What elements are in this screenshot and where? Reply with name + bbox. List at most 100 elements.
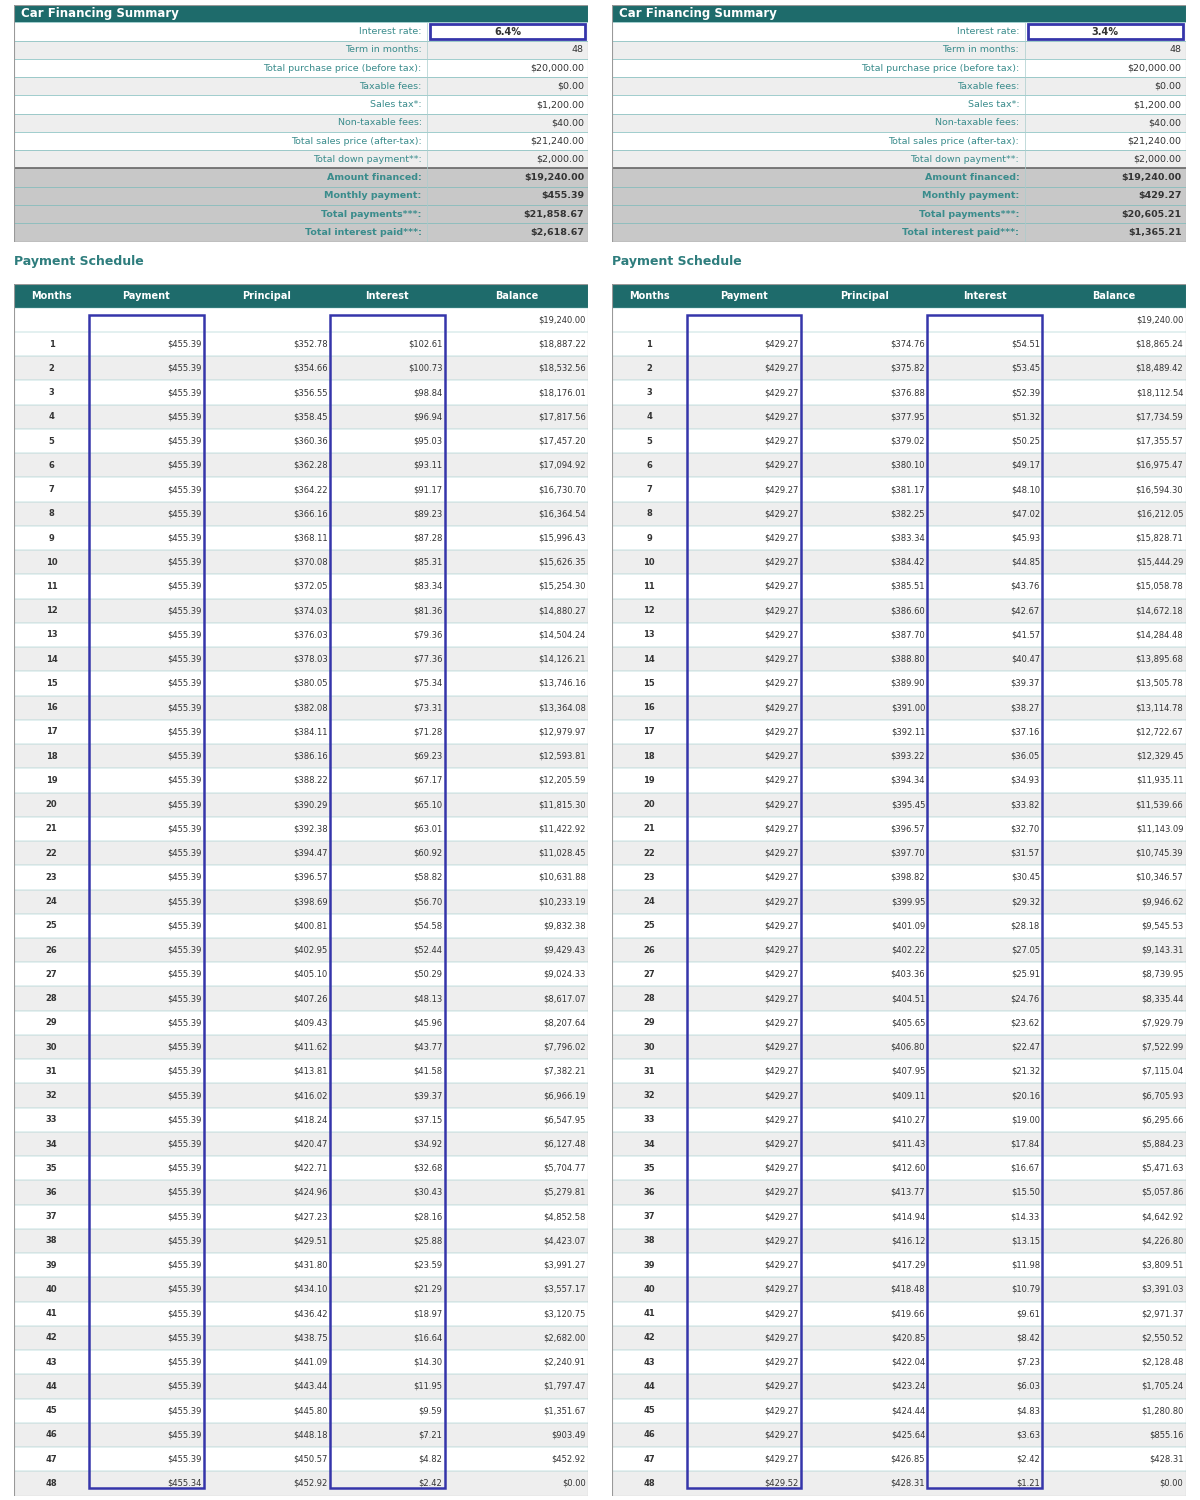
Text: 8: 8	[49, 510, 54, 519]
Bar	[612, 206, 1186, 224]
Text: $4,852.58: $4,852.58	[544, 1212, 586, 1221]
Text: $428.31: $428.31	[890, 1479, 925, 1488]
Text: $429.27: $429.27	[764, 1310, 799, 1318]
Text: $429.27: $429.27	[764, 1455, 799, 1464]
Text: $7,796.02: $7,796.02	[544, 1042, 586, 1052]
Bar	[14, 429, 588, 453]
Bar	[612, 938, 1186, 962]
Text: 24: 24	[46, 897, 58, 906]
Text: $364.22: $364.22	[293, 484, 328, 494]
Text: $41.57: $41.57	[1010, 630, 1040, 639]
Bar	[14, 1302, 588, 1326]
Text: Car Financing Summary: Car Financing Summary	[619, 8, 776, 20]
Text: $77.36: $77.36	[413, 654, 443, 663]
Text: $17,094.92: $17,094.92	[539, 460, 586, 470]
Text: $9,024.33: $9,024.33	[544, 970, 586, 980]
Text: $18.97: $18.97	[413, 1310, 443, 1318]
Text: $455.39: $455.39	[167, 388, 202, 398]
Text: 2: 2	[49, 364, 55, 374]
Text: 32: 32	[46, 1090, 58, 1100]
Text: $429.27: $429.27	[764, 484, 799, 494]
Text: $448.18: $448.18	[293, 1431, 328, 1440]
Bar	[612, 1472, 1186, 1496]
Text: $16,730.70: $16,730.70	[538, 484, 586, 494]
Text: $424.96: $424.96	[293, 1188, 328, 1197]
Text: 14: 14	[643, 654, 655, 663]
Bar	[14, 672, 588, 696]
Text: $455.39: $455.39	[167, 1066, 202, 1076]
Text: $93.11: $93.11	[413, 460, 443, 470]
Text: 46: 46	[643, 1431, 655, 1440]
Bar	[612, 284, 1186, 308]
Text: $429.27: $429.27	[764, 704, 799, 712]
Text: $1,351.67: $1,351.67	[544, 1406, 586, 1414]
Text: $455.39: $455.39	[167, 752, 202, 760]
Bar	[14, 1107, 588, 1132]
Bar	[14, 1059, 588, 1083]
Bar	[612, 792, 1186, 818]
Text: $455.39: $455.39	[167, 1286, 202, 1294]
Text: $15,626.35: $15,626.35	[538, 558, 586, 567]
Text: $16.64: $16.64	[413, 1334, 443, 1342]
Text: $13,895.68: $13,895.68	[1135, 654, 1183, 663]
Bar	[14, 501, 588, 526]
Bar	[14, 206, 588, 224]
Bar	[612, 22, 1186, 40]
Text: $429.27: $429.27	[764, 1140, 799, 1149]
Text: $455.39: $455.39	[167, 1042, 202, 1052]
Text: $8,207.64: $8,207.64	[544, 1019, 586, 1028]
Bar	[612, 1132, 1186, 1156]
Bar	[612, 224, 1186, 242]
Text: $31.57: $31.57	[1010, 849, 1040, 858]
Text: $2,971.37: $2,971.37	[1141, 1310, 1183, 1318]
Text: $39.37: $39.37	[413, 1090, 443, 1100]
Text: $9.61: $9.61	[1016, 1310, 1040, 1318]
Text: $429.51: $429.51	[293, 1236, 328, 1245]
Text: 15: 15	[46, 680, 58, 688]
Text: Principal: Principal	[840, 291, 889, 300]
Text: 3: 3	[647, 388, 652, 398]
Text: $22.47: $22.47	[1010, 1042, 1040, 1052]
Text: $19.00: $19.00	[1010, 1116, 1040, 1125]
Text: $388.22: $388.22	[293, 776, 328, 784]
Bar	[612, 1448, 1186, 1472]
Text: $11,935.11: $11,935.11	[1136, 776, 1183, 784]
Text: 34: 34	[643, 1140, 655, 1149]
Bar	[612, 114, 1186, 132]
Bar	[612, 186, 1186, 206]
Text: Monthly payment:: Monthly payment:	[922, 192, 1019, 201]
Bar	[431, 24, 586, 39]
Text: $65.10: $65.10	[413, 800, 443, 808]
Text: 39: 39	[643, 1260, 655, 1269]
Bar	[612, 1107, 1186, 1132]
Text: $69.23: $69.23	[413, 752, 443, 760]
Bar	[14, 96, 588, 114]
Text: $434.10: $434.10	[293, 1286, 328, 1294]
Text: 31: 31	[643, 1066, 655, 1076]
Bar	[14, 1083, 588, 1107]
Text: $429.27: $429.27	[764, 728, 799, 736]
Text: $455.39: $455.39	[167, 413, 202, 422]
Text: $429.27: $429.27	[764, 945, 799, 954]
Text: $27.05: $27.05	[1010, 945, 1040, 954]
Bar	[14, 284, 588, 308]
Bar	[14, 477, 588, 501]
Bar	[612, 574, 1186, 598]
Bar	[612, 672, 1186, 696]
Text: $32.70: $32.70	[1010, 825, 1040, 834]
Text: Interest: Interest	[366, 291, 409, 300]
Text: $10,233.19: $10,233.19	[538, 897, 586, 906]
Text: 48: 48	[1170, 45, 1182, 54]
Text: $102.61: $102.61	[408, 339, 443, 348]
Text: $374.03: $374.03	[293, 606, 328, 615]
Text: $455.39: $455.39	[167, 1406, 202, 1414]
Bar	[612, 865, 1186, 889]
Text: 45: 45	[46, 1406, 58, 1414]
Text: $1,280.80: $1,280.80	[1141, 1406, 1183, 1414]
Text: $1,200.00: $1,200.00	[1134, 100, 1182, 109]
Text: $455.39: $455.39	[167, 1090, 202, 1100]
Text: $4.83: $4.83	[1016, 1406, 1040, 1414]
Text: $30.45: $30.45	[1010, 873, 1040, 882]
Text: $10,346.57: $10,346.57	[1135, 873, 1183, 882]
Text: $429.27: $429.27	[764, 897, 799, 906]
